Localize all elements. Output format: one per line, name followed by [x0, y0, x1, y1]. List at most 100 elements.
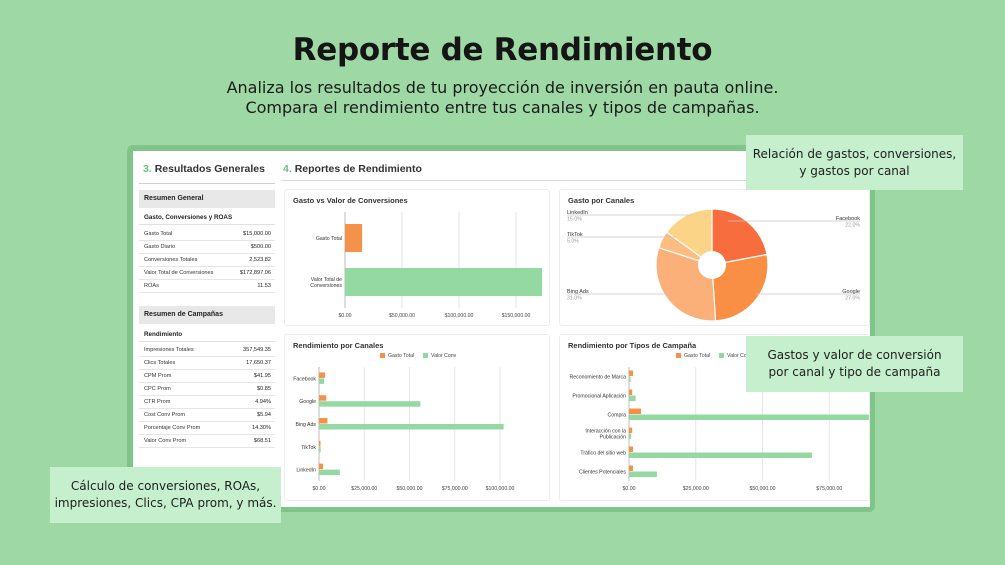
table-row: Valor Total de Conversiones $172,897.06 — [139, 267, 275, 280]
bar-gasto — [629, 408, 642, 414]
row-label: CPM Prom — [144, 373, 172, 379]
bar-gasto — [629, 370, 634, 376]
row-value: $172,897.06 — [239, 270, 271, 276]
summary-subhead: Gasto, Conversiones y ROAS — [139, 211, 275, 225]
bar-gasto — [629, 446, 634, 452]
y-tick-label: Valor Total de — [311, 277, 342, 283]
slice-percent: 5.0% — [567, 239, 579, 245]
x-tick-label: $50,000.00 — [389, 313, 415, 319]
row-value: $15,000.00 — [243, 231, 271, 237]
x-tick-label: $25,000.00 — [683, 486, 709, 492]
subtitle-line-1: Analiza los resultados de tu proyección … — [226, 78, 779, 97]
y-tick-label: Tráfico del sitio web — [580, 451, 626, 457]
table-row: Valor Conv Prom $68.51 — [139, 435, 275, 448]
campaign-band: Resumen de Campañas — [139, 306, 275, 324]
legend-label: Gasto Total — [388, 353, 414, 359]
row-label: Valor Conv Prom — [144, 438, 187, 444]
bar-valor — [629, 376, 631, 382]
page-title: Reporte de Rendimiento — [292, 32, 713, 68]
chart-title: Rendimiento por Canales — [293, 341, 384, 350]
divider — [139, 183, 275, 184]
row-value: $41.95 — [253, 373, 271, 379]
section-number: 3. — [143, 163, 152, 175]
bar-valor — [319, 424, 504, 430]
legend-label: Gasto Total — [684, 353, 710, 359]
row-label: CTR Prom — [144, 399, 171, 405]
callout-line: impresiones, Clics, CPA prom, y más. — [54, 496, 277, 510]
callout-top-right: Relación de gastos, conversiones, y gast… — [746, 135, 963, 190]
legend-swatch — [423, 353, 428, 358]
table-row: Gasto Total $15,000.00 — [139, 228, 275, 241]
table-row: Clics Totales 17,650.37 — [139, 357, 275, 370]
row-label: Porcentaje Conv Prom — [144, 425, 201, 431]
subtitle-line-2: Compara el rendimiento entre tus canales… — [245, 98, 760, 117]
y-tick-label: Reconomiento de Marca — [569, 375, 626, 381]
bar-gasto — [629, 427, 633, 433]
row-value: $68.51 — [253, 438, 271, 444]
legend-swatch — [719, 353, 724, 358]
callout-line: Cálculo de conversiones, ROAs, — [70, 479, 261, 493]
row-label: Clics Totales — [144, 360, 176, 366]
results-section-heading: 3. Resultados Generales — [143, 163, 265, 175]
chart-title: Gasto por Canales — [568, 196, 635, 205]
callout-mid-right: Gastos y valor de conversión por canal y… — [746, 336, 963, 392]
bar-valor — [629, 395, 636, 401]
bar-valor — [319, 378, 325, 384]
row-label: Gasto Total — [144, 231, 173, 237]
y-tick-label: Facebook — [293, 376, 316, 382]
campaign-subhead: Rendimiento — [139, 328, 275, 342]
y-tick-label: Bing Ads — [296, 422, 317, 428]
x-tick-label: $50,000.00 — [397, 486, 423, 492]
rendimiento-canales-chart: Gasto Total Valor Conv $0.00 $25,000.00 $50,… — [293, 353, 515, 492]
divider — [281, 180, 866, 181]
row-value: 11.53 — [257, 283, 271, 289]
x-tick-label: $75,000.00 — [816, 486, 842, 492]
rendimiento-tipos-chart: Gasto Total Valor Conv $0.00 $25,000.00 $50,… — [569, 353, 869, 492]
row-label: Gasto Diario — [144, 244, 176, 250]
legend-swatch — [380, 353, 385, 358]
bar-valor — [629, 452, 812, 458]
slice-label: LinkedIn — [567, 210, 588, 216]
summary-band: Resumen General — [139, 190, 275, 208]
row-label: CPC Prom — [144, 386, 171, 392]
y-tick-label: Interacción con la — [585, 429, 626, 435]
row-value: $5.94 — [257, 412, 271, 418]
section-number: 4. — [283, 163, 292, 175]
y-tick-label: Gasto Total — [316, 236, 342, 242]
y-tick-label: Publicación — [599, 435, 626, 441]
y-tick-label: Compra — [608, 413, 627, 419]
callout-line: Relación de gastos, conversiones, — [752, 146, 957, 161]
table-row: CTR Prom 4.94% — [139, 396, 275, 409]
slice-label: Bing Ads — [567, 289, 589, 295]
bar-valor — [629, 471, 658, 477]
slice-percent: 31.0% — [567, 296, 582, 302]
bar-valor — [629, 433, 632, 439]
x-tick-label: $100,000.00 — [486, 486, 515, 492]
x-tick-label: $100,000.00 — [445, 313, 474, 319]
slice-label: TikTok — [567, 232, 583, 238]
y-tick-label: Clientes Potenciales — [579, 470, 626, 476]
callout-line: y gastos por canal — [799, 163, 910, 178]
gasto-vs-valor-chart: $0.00 $50,000.00 $100,000.00 $150,000.00 Gas… — [310, 212, 543, 319]
x-tick-label: $150,000.00 — [502, 313, 531, 319]
legend-label: Valor Conv — [727, 353, 753, 359]
chart-card-rendimiento-canales: Rendimiento por Canales Gasto Total Valor… — [284, 334, 550, 501]
bar-gasto — [319, 463, 324, 470]
table-row: ROAs 11.53 — [139, 280, 275, 293]
table-row: Cost Conv Prom $5.94 — [139, 409, 275, 422]
chart-card-gasto-canales: Gasto por Canales Facebook 22.0% Google 27.… — [559, 189, 870, 326]
slice-label: Facebook — [836, 216, 860, 222]
row-label: Valor Total de Conversiones — [144, 270, 214, 276]
x-tick-label: $0.00 — [339, 313, 352, 319]
y-tick-label: Google — [299, 399, 316, 405]
bar-gasto — [629, 465, 634, 471]
y-tick-label: LinkedIn — [296, 468, 316, 474]
row-value: 2,523.82 — [249, 257, 271, 263]
x-tick-label: $50,000.00 — [750, 486, 776, 492]
bar-gasto — [319, 372, 325, 378]
row-label: Cost Conv Prom — [144, 412, 186, 418]
bar-valor — [319, 401, 421, 407]
table-row: Gasto Diario $500.00 — [139, 241, 275, 254]
row-label: Impresiones Totales — [144, 347, 194, 353]
